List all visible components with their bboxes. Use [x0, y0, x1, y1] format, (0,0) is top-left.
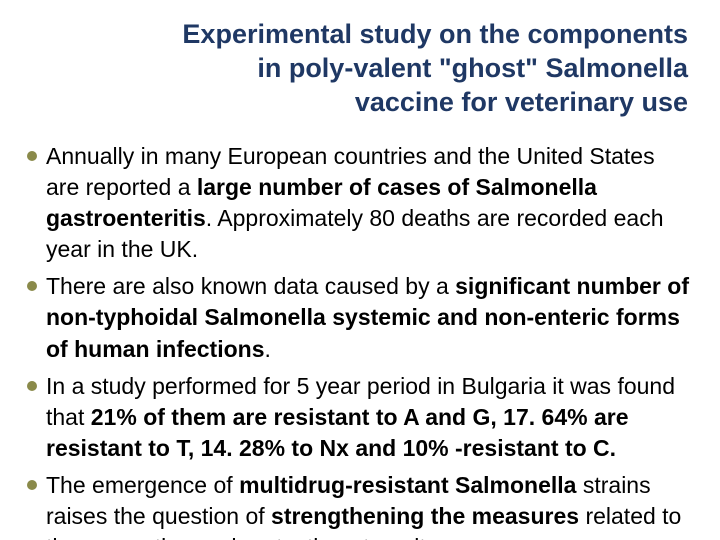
- bullet-icon: [18, 281, 46, 291]
- slide-title: Experimental study on the components in …: [178, 18, 688, 119]
- list-item-text: There are also known data caused by a si…: [46, 271, 692, 364]
- list-item: The emergence of multidrug-resistant Sal…: [18, 470, 692, 540]
- list-item: In a study performed for 5 year period i…: [18, 371, 692, 464]
- bullet-icon: [18, 381, 46, 391]
- bullet-icon: [18, 151, 46, 161]
- list-item: Annually in many European countries and …: [18, 141, 692, 265]
- list-item-text: Annually in many European countries and …: [46, 141, 692, 265]
- list-item: There are also known data caused by a si…: [18, 271, 692, 364]
- list-item-text: In a study performed for 5 year period i…: [46, 371, 692, 464]
- list-item-text: The emergence of multidrug-resistant Sal…: [46, 470, 692, 540]
- bullet-icon: [18, 480, 46, 490]
- bullet-list: Annually in many European countries and …: [18, 141, 692, 540]
